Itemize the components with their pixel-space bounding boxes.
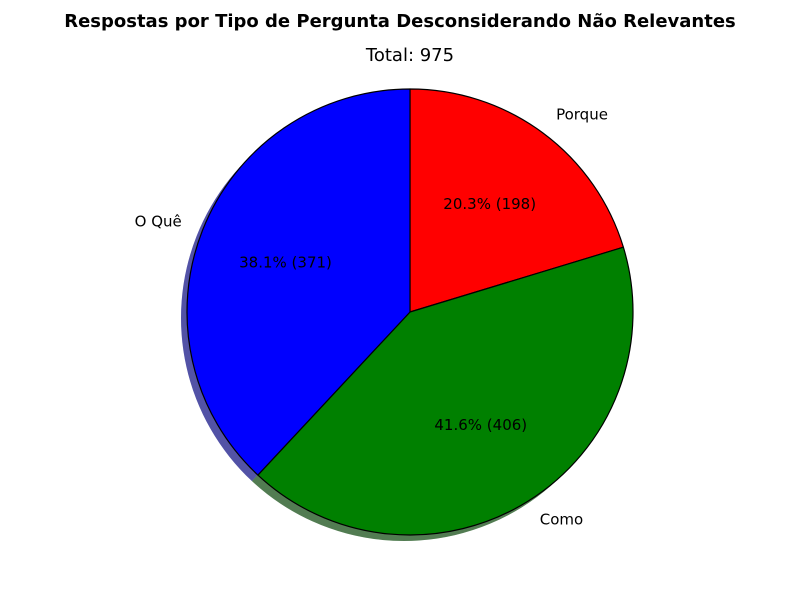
chart-title: Respostas por Tipo de Pergunta Desconsid… <box>64 11 736 32</box>
slice-label-o-que: O Quê <box>135 213 182 231</box>
pie-slice-porque <box>409 88 624 313</box>
pie-slice-o-que <box>186 88 411 476</box>
slice-percent-label-como: 41.6% (406) <box>434 416 527 434</box>
pie-slice-como <box>257 246 634 536</box>
pie-labels: Porque 20.3% (198) Como 41.6% (406) O Quê 38.… <box>135 105 608 528</box>
chart-subtitle: Total: 975 <box>365 45 454 66</box>
pie-slices <box>186 88 634 536</box>
slice-percent-label-o-que: 38.1% (371) <box>239 253 332 271</box>
slice-label-porque: Porque <box>556 105 608 123</box>
slice-percent-label-porque: 20.3% (198) <box>443 195 536 213</box>
slice-label-como: Como <box>540 511 583 529</box>
